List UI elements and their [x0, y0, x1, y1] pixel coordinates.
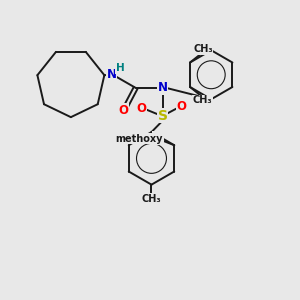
- Text: O: O: [176, 100, 186, 113]
- Text: N: N: [158, 81, 167, 94]
- Text: CH₃: CH₃: [192, 95, 212, 105]
- Text: N: N: [107, 68, 117, 81]
- Text: methoxy: methoxy: [136, 137, 142, 139]
- Text: methoxy: methoxy: [116, 134, 163, 144]
- Text: S: S: [158, 109, 167, 123]
- Text: O: O: [152, 132, 162, 145]
- Text: H: H: [116, 63, 124, 73]
- Text: O: O: [136, 102, 147, 115]
- Text: CH₃: CH₃: [193, 44, 213, 54]
- Text: methoxy: methoxy: [132, 137, 139, 139]
- Text: O: O: [119, 104, 129, 117]
- Text: CH₃: CH₃: [142, 194, 161, 204]
